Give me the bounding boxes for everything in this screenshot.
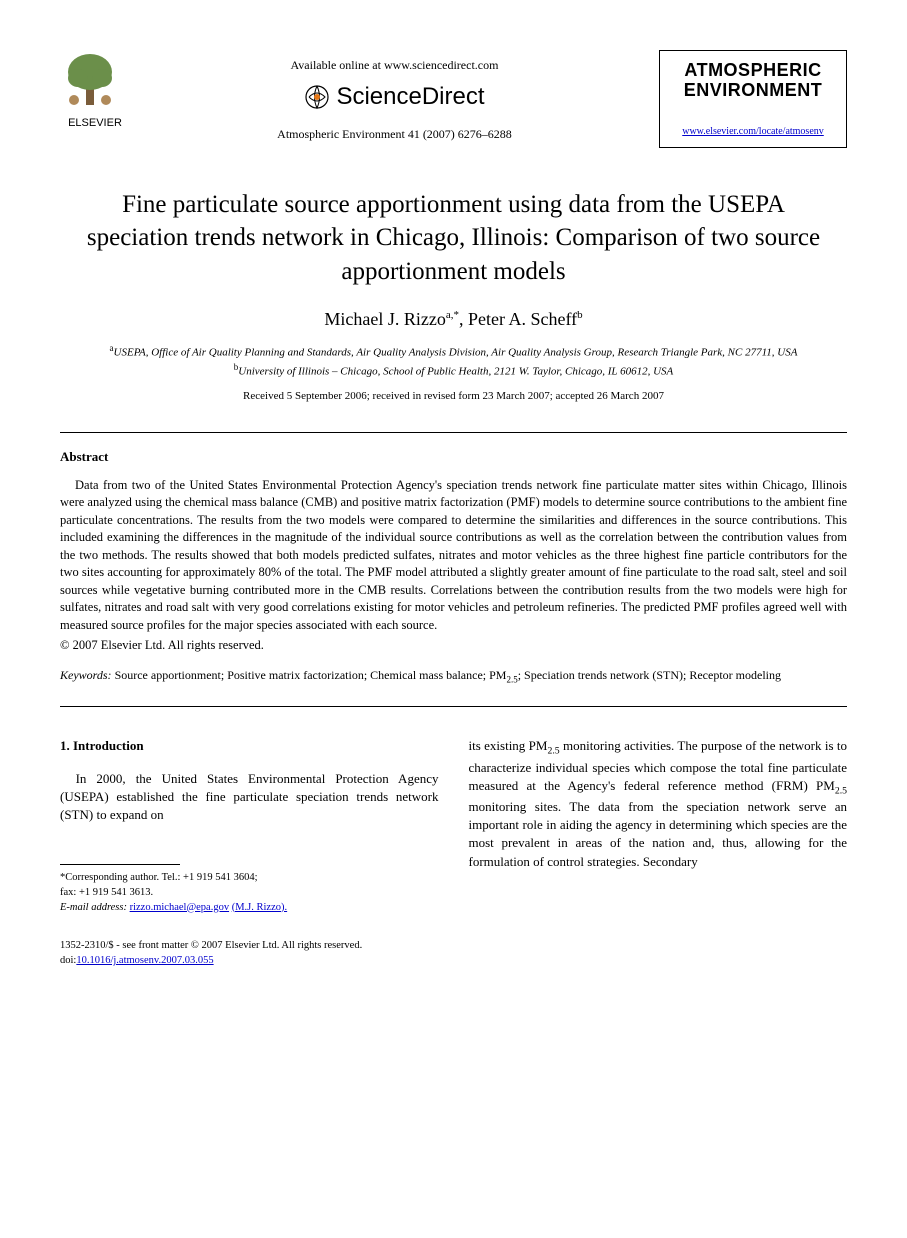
affiliation-b: University of Illinois – Chicago, School… <box>238 366 673 378</box>
keywords: Keywords: Source apportionment; Positive… <box>60 667 847 686</box>
sciencedirect-logo: ScienceDirect <box>130 83 659 111</box>
keywords-text: Source apportionment; Positive matrix fa… <box>115 668 781 682</box>
footer-doi-link[interactable]: 10.1016/j.atmosenv.2007.03.055 <box>76 955 213 966</box>
journal-name: ATMOSPHERIC ENVIRONMENT <box>668 61 838 101</box>
abstract-text: Data from two of the United States Envir… <box>60 477 847 635</box>
column-right: its existing PM2.5 monitoring activities… <box>469 737 848 915</box>
footer-doi-line: doi:10.1016/j.atmosenv.2007.03.055 <box>60 954 847 969</box>
article-dates: Received 5 September 2006; received in r… <box>60 390 847 402</box>
footnote-email-name[interactable]: (M.J. Rizzo). <box>232 902 287 913</box>
author-2-name: Peter A. Scheff <box>468 309 577 329</box>
divider-bottom <box>60 706 847 707</box>
footer-doi-label: doi: <box>60 955 76 966</box>
divider-top <box>60 432 847 433</box>
abstract-heading: Abstract <box>60 449 847 465</box>
footnote-email-line: E-mail address: rizzo.michael@epa.gov (M… <box>60 901 439 916</box>
available-online-text: Available online at www.sciencedirect.co… <box>130 58 659 73</box>
authors: Michael J. Rizzoa,*, Peter A. Scheffb <box>60 309 847 330</box>
elsevier-label: ELSEVIER <box>60 117 130 129</box>
footnote-block: *Corresponding author. Tel.: +1 919 541 … <box>60 871 439 915</box>
author-2-affil: b <box>577 309 583 321</box>
intro-para-left: In 2000, the United States Environmental… <box>60 770 439 825</box>
footnote-separator <box>60 864 180 865</box>
elsevier-tree-icon <box>60 50 120 110</box>
author-1-corr: * <box>453 309 459 321</box>
journal-url-link[interactable]: www.elsevier.com/locate/atmosenv <box>682 126 824 137</box>
affiliations: aUSEPA, Office of Air Quality Planning a… <box>60 342 847 380</box>
elsevier-logo: ELSEVIER <box>60 50 130 129</box>
journal-box: ATMOSPHERIC ENVIRONMENT www.elsevier.com… <box>659 50 847 148</box>
journal-name-line2: ENVIRONMENT <box>684 80 823 100</box>
keywords-label: Keywords: <box>60 668 112 682</box>
footer: 1352-2310/$ - see front matter © 2007 El… <box>60 939 847 968</box>
header-row: ELSEVIER Available online at www.science… <box>60 50 847 148</box>
footer-issn: 1352-2310/$ - see front matter © 2007 El… <box>60 939 847 954</box>
affiliation-a: USEPA, Office of Air Quality Planning an… <box>114 347 798 359</box>
column-left: 1. Introduction In 2000, the United Stat… <box>60 737 439 915</box>
intro-para-right: its existing PM2.5 monitoring activities… <box>469 737 848 870</box>
footnote-corr: *Corresponding author. Tel.: +1 919 541 … <box>60 871 439 886</box>
page-container: ELSEVIER Available online at www.science… <box>0 0 907 1009</box>
journal-citation: Atmospheric Environment 41 (2007) 6276–6… <box>130 127 659 142</box>
author-1-name: Michael J. Rizzo <box>324 309 445 329</box>
center-header: Available online at www.sciencedirect.co… <box>130 50 659 142</box>
footnote-email-label: E-mail address: <box>60 902 127 913</box>
body-columns: 1. Introduction In 2000, the United Stat… <box>60 737 847 915</box>
article-title: Fine particulate source apportionment us… <box>80 188 827 289</box>
abstract-copyright: © 2007 Elsevier Ltd. All rights reserved… <box>60 638 847 653</box>
journal-name-line1: ATMOSPHERIC <box>684 60 821 80</box>
sciencedirect-text: ScienceDirect <box>336 83 484 111</box>
section-1-heading: 1. Introduction <box>60 737 439 755</box>
footnote-email-link[interactable]: rizzo.michael@epa.gov <box>130 902 229 913</box>
sciencedirect-icon <box>304 84 330 110</box>
footnote-fax: fax: +1 919 541 3613. <box>60 886 439 901</box>
